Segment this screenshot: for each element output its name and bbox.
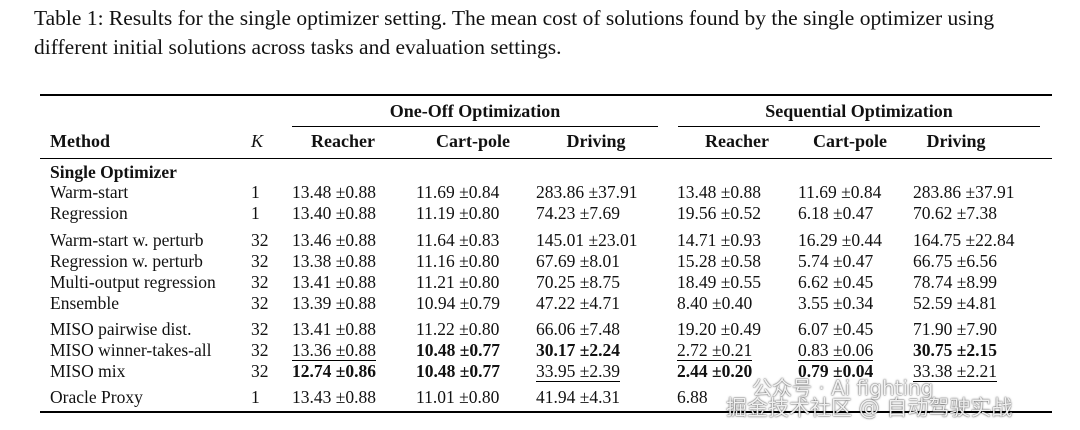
row-value: 10.48 ±0.77: [416, 361, 500, 381]
row-value: 11.69 ±0.84: [798, 182, 882, 202]
row-value: 13.43 ±0.88: [292, 387, 376, 407]
row-value: 13.41 ±0.88: [292, 319, 376, 339]
row-value: 11.64 ±0.83: [416, 230, 500, 250]
row-value: 71.90 ±7.90: [913, 319, 997, 339]
row-value: 13.39 ±0.88: [292, 293, 376, 313]
row-value: 33.95 ±2.39: [536, 361, 620, 382]
row-value: 10.94 ±0.79: [416, 293, 500, 313]
row-value: 145.01 ±23.01: [536, 230, 638, 250]
header-cartpole-oneoff: Cart-pole: [436, 131, 510, 151]
row-value: 11.21 ±0.80: [416, 272, 500, 292]
row-value: 66.75 ±6.56: [913, 251, 997, 271]
header-cartpole-seq: Cart-pole: [813, 131, 887, 151]
row-k: 1: [251, 387, 260, 407]
row-value: 2.44 ±0.20: [677, 361, 753, 381]
header-reacher-seq: Reacher: [705, 131, 769, 151]
row-method: Warm-start w. perturb: [50, 230, 204, 250]
row-value: 74.23 ±7.69: [536, 203, 620, 223]
row-value: 18.49 ±0.55: [677, 272, 761, 292]
row-method: MISO winner-takes-all: [50, 340, 212, 360]
row-value: 52.59 ±4.81: [913, 293, 997, 313]
row-value: 30.17 ±2.24: [536, 340, 620, 360]
row-value: 6.88: [677, 387, 708, 407]
row-k: 32: [251, 230, 269, 250]
top-rule: [40, 94, 1052, 96]
row-value: 8.40 ±0.40: [677, 293, 753, 313]
group-underline-one-off: [292, 126, 658, 127]
row-method: Ensemble: [50, 293, 120, 313]
row-value: 19.56 ±0.52: [677, 203, 761, 223]
watermark-line-2: 掘金技术社区 @ 自动驾驶实战: [726, 396, 1013, 420]
row-value: 11.01 ±0.80: [416, 387, 500, 407]
row-method: MISO pairwise dist.: [50, 319, 192, 339]
row-value: 11.22 ±0.80: [416, 319, 500, 339]
row-value: 47.22 ±4.71: [536, 293, 620, 313]
row-value: 70.62 ±7.38: [913, 203, 997, 223]
row-value: 164.75 ±22.84: [913, 230, 1015, 250]
row-method: MISO mix: [50, 361, 126, 381]
row-value: 16.29 ±0.44: [798, 230, 882, 250]
header-k: K: [251, 131, 264, 151]
group-underline-sequential: [678, 126, 1040, 127]
row-value: 6.62 ±0.45: [798, 272, 874, 292]
row-value: 283.86 ±37.91: [536, 182, 638, 202]
row-method: Regression w. perturb: [50, 251, 203, 271]
row-value: 3.55 ±0.34: [798, 293, 874, 313]
row-k: 32: [251, 340, 269, 360]
row-value: 2.72 ±0.21: [677, 340, 753, 361]
row-value: 5.74 ±0.47: [798, 251, 874, 271]
group-header-sequential: Sequential Optimization: [765, 101, 953, 121]
row-value: 78.74 ±8.99: [913, 272, 997, 292]
row-value: 13.46 ±0.88: [292, 230, 376, 250]
row-value: 15.28 ±0.58: [677, 251, 761, 271]
row-value: 11.19 ±0.80: [416, 203, 500, 223]
bottom-rule: [40, 411, 1052, 413]
row-method: Oracle Proxy: [50, 387, 143, 407]
row-value: 13.41 ±0.88: [292, 272, 376, 292]
header-method: Method: [50, 131, 110, 151]
row-value: 11.69 ±0.84: [416, 182, 500, 202]
header-reacher-oneoff: Reacher: [311, 131, 375, 151]
mid-rule: [40, 158, 1052, 159]
row-value: 13.48 ±0.88: [292, 182, 376, 202]
row-k: 32: [251, 319, 269, 339]
row-value: 10.48 ±0.77: [416, 340, 500, 360]
row-k: 32: [251, 272, 269, 292]
row-value: 12.74 ±0.86: [292, 361, 376, 381]
row-k: 1: [251, 182, 260, 202]
row-value: 13.36 ±0.88: [292, 340, 376, 361]
row-value: 13.40 ±0.88: [292, 203, 376, 223]
row-value: 70.25 ±8.75: [536, 272, 620, 292]
header-driving-oneoff: Driving: [566, 131, 626, 151]
row-value: 6.18 ±0.47: [798, 203, 874, 223]
row-value: 41.94 ±4.31: [536, 387, 620, 407]
row-value: 30.75 ±2.15: [913, 340, 997, 360]
table-caption: Table 1: Results for the single optimize…: [34, 6, 995, 59]
row-value: 0.79 ±0.04: [798, 361, 874, 381]
row-method: Warm-start: [50, 182, 129, 202]
row-method: Regression: [50, 203, 128, 223]
row-method: Multi-output regression: [50, 272, 216, 292]
row-k: 32: [251, 361, 269, 381]
row-value: 67.69 ±8.01: [536, 251, 620, 271]
row-k: 32: [251, 293, 269, 313]
row-value: 19.20 ±0.49: [677, 319, 761, 339]
watermark-line-1: 公众号 · Ai fighting: [752, 376, 934, 400]
row-value: 283.86 ±37.91: [913, 182, 1015, 202]
row-value: 13.38 ±0.88: [292, 251, 376, 271]
header-driving-seq: Driving: [926, 131, 986, 151]
row-value: 33.38 ±2.21: [913, 361, 997, 382]
row-value: 13.48 ±0.88: [677, 182, 761, 202]
row-value: 14.71 ±0.93: [677, 230, 761, 250]
row-k: 1: [251, 203, 260, 223]
row-value: 11.16 ±0.80: [416, 251, 500, 271]
group-header-one-off: One-Off Optimization: [389, 101, 561, 121]
row-k: 32: [251, 251, 269, 271]
row-value: 6.07 ±0.45: [798, 319, 874, 339]
section-label: Single Optimizer: [50, 162, 177, 182]
row-value: 0.83 ±0.06: [798, 340, 874, 361]
row-value: 66.06 ±7.48: [536, 319, 620, 339]
